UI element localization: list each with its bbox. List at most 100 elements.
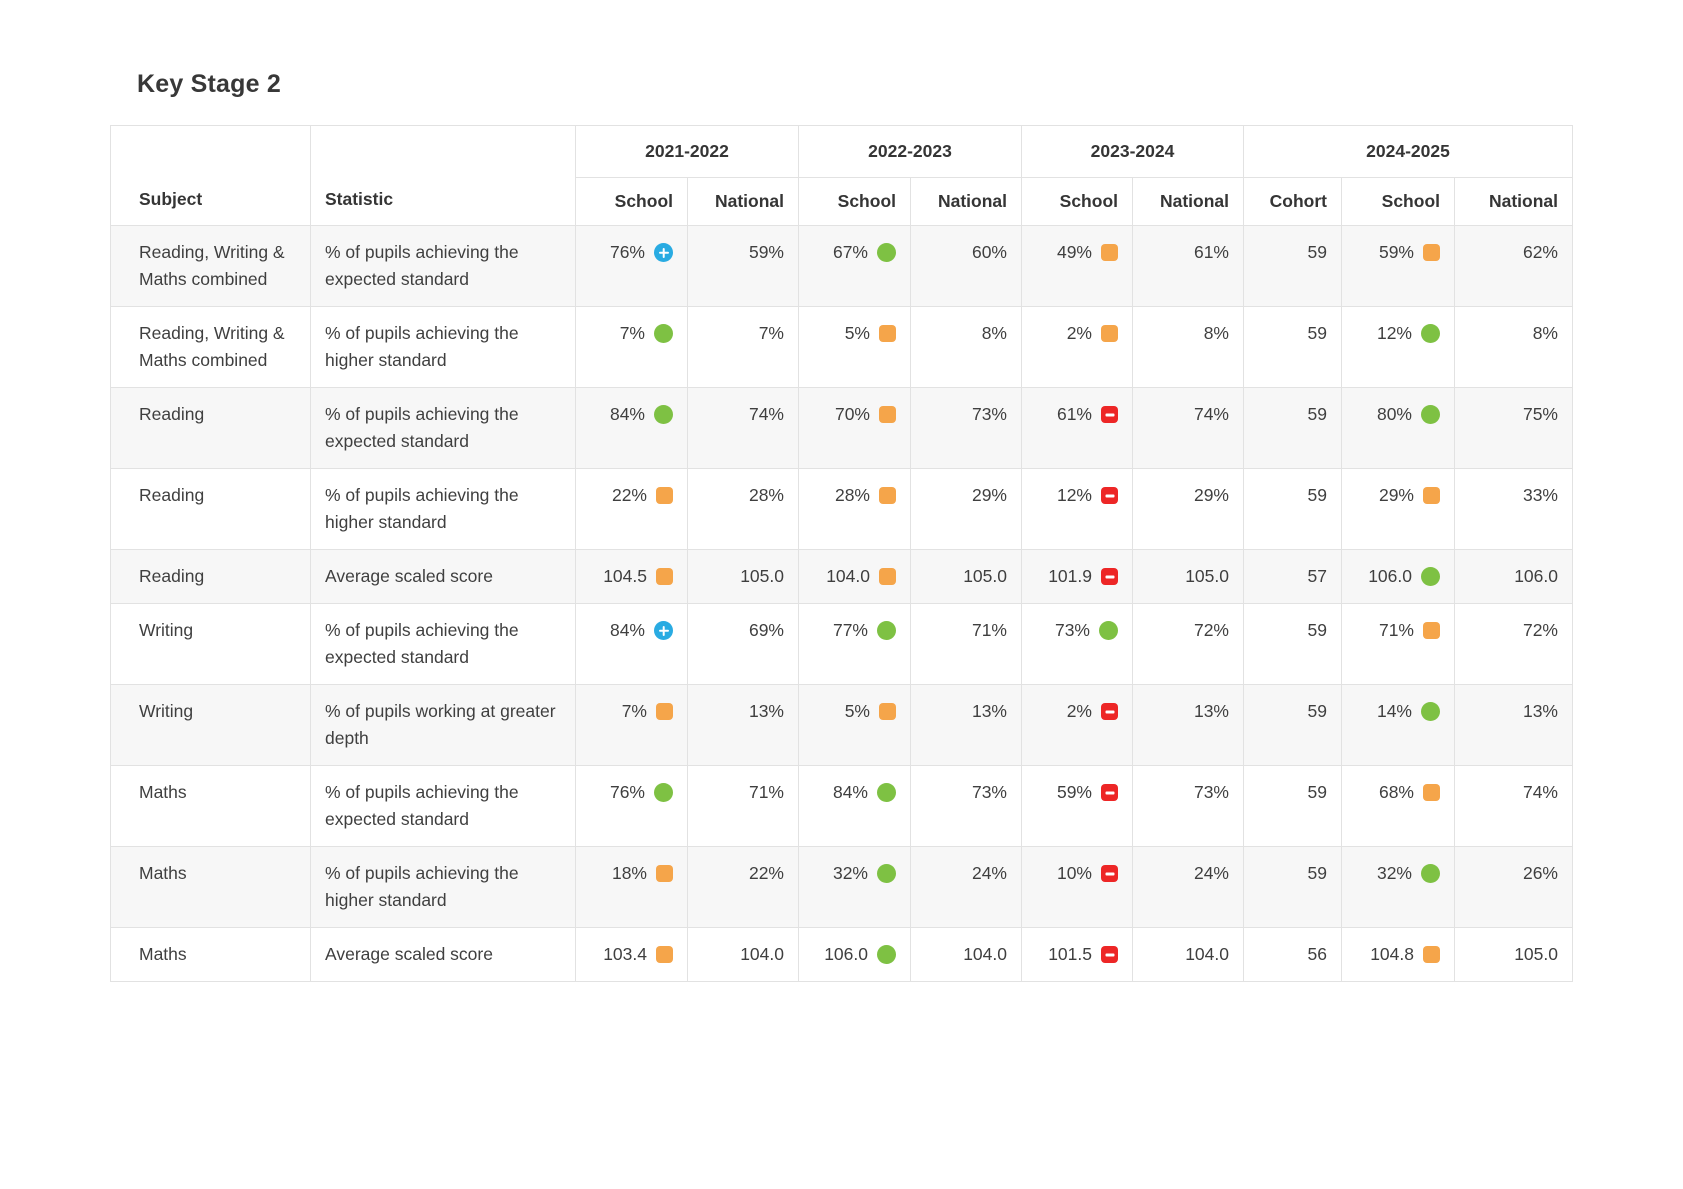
cell-value: 73% (1054, 620, 1090, 640)
cell-value: 104.0 (740, 944, 784, 964)
amber-square-icon (656, 946, 673, 963)
value-cell: 105.0 (1132, 549, 1244, 604)
cell-value: 57 (1307, 566, 1327, 586)
cell-value: 59 (1307, 620, 1327, 640)
amber-square-icon (879, 703, 896, 720)
value-cell: 7% (575, 306, 688, 388)
value-cell: 59 (1243, 846, 1342, 928)
table-row: Reading, Writing & Maths combined% of pu… (110, 306, 1573, 388)
value-cell: 59 (1243, 684, 1342, 766)
green-circle-icon (1421, 567, 1440, 586)
cell-value: 104.0 (826, 566, 870, 586)
value-cell: 32% (1341, 846, 1455, 928)
statistic-cell: % of pupils achieving the expected stand… (310, 765, 576, 847)
value-cell: 61% (1132, 225, 1244, 307)
cell-value: 33% (1522, 485, 1558, 505)
value-cell: 73% (910, 765, 1022, 847)
cell-value: 74% (748, 404, 784, 424)
red-minus-icon (1101, 946, 1118, 963)
cell-value: 71% (748, 782, 784, 802)
value-cell: 84% (575, 387, 688, 469)
cell-value: 24% (1193, 863, 1229, 883)
statistic-cell: % of pupils achieving the higher standar… (310, 468, 576, 550)
table-row: Reading, Writing & Maths combined% of pu… (110, 225, 1573, 307)
amber-square-icon (656, 568, 673, 585)
key-stage-2-results-table: Subject Statistic 2021-2022 2022-2023 2023-2… (110, 125, 1573, 982)
value-cell: 106.0 (1341, 549, 1455, 604)
cell-value: 5% (844, 323, 870, 343)
table-row: Writing% of pupils achieving the expecte… (110, 603, 1573, 685)
value-cell: 29% (910, 468, 1022, 550)
cell-value: 80% (1376, 404, 1412, 424)
table-header: Subject Statistic 2021-2022 2022-2023 2023-2… (110, 125, 1573, 226)
green-circle-icon (654, 405, 673, 424)
cell-value: 13% (1522, 701, 1558, 721)
cell-value: 8% (1203, 323, 1229, 343)
cell-value: 73% (1193, 782, 1229, 802)
value-cell: 73% (910, 387, 1022, 469)
cell-value: 18% (611, 863, 647, 883)
cell-value: 72% (1522, 620, 1558, 640)
cell-value: 76% (609, 782, 645, 802)
amber-square-icon (1423, 946, 1440, 963)
value-cell: 13% (910, 684, 1022, 766)
value-cell: 33% (1454, 468, 1573, 550)
amber-square-icon (656, 487, 673, 504)
value-cell: 103.4 (575, 927, 688, 982)
value-cell: 106.0 (798, 927, 911, 982)
value-cell: 75% (1454, 387, 1573, 469)
cell-value: 61% (1056, 404, 1092, 424)
cell-value: 73% (971, 782, 1007, 802)
cell-value: 12% (1376, 323, 1412, 343)
green-circle-icon (1421, 405, 1440, 424)
value-cell: 104.8 (1341, 927, 1455, 982)
value-cell: 104.5 (575, 549, 688, 604)
cell-value: 106.0 (824, 944, 868, 964)
amber-square-icon (879, 406, 896, 423)
value-cell: 32% (798, 846, 911, 928)
value-cell: 59% (687, 225, 799, 307)
statistic-cell: % of pupils achieving the expected stand… (310, 603, 576, 685)
green-circle-icon (877, 243, 896, 262)
cell-value: 49% (1056, 242, 1092, 262)
value-cell: 71% (687, 765, 799, 847)
cell-value: 59 (1307, 485, 1327, 505)
header-column-row: School National School National School Nation… (111, 177, 1573, 226)
column-header-school: School (575, 177, 688, 226)
cell-value: 22% (611, 485, 647, 505)
value-cell: 104.0 (687, 927, 799, 982)
cell-value: 106.0 (1514, 566, 1558, 586)
table-row: Maths% of pupils achieving the higher st… (110, 846, 1573, 928)
green-circle-icon (877, 621, 896, 640)
cell-value: 69% (748, 620, 784, 640)
blue-plus-icon (654, 243, 673, 262)
amber-square-icon (1423, 622, 1440, 639)
value-cell: 13% (1132, 684, 1244, 766)
value-cell: 104.0 (798, 549, 911, 604)
value-cell: 59 (1243, 468, 1342, 550)
value-cell: 76% (575, 225, 688, 307)
subject-cell: Maths (110, 765, 311, 847)
value-cell: 59 (1243, 225, 1342, 307)
cell-value: 12% (1056, 485, 1092, 505)
cell-value: 5% (844, 701, 870, 721)
column-header-national: National (687, 177, 799, 226)
subject-cell: Writing (110, 603, 311, 685)
cell-value: 104.0 (963, 944, 1007, 964)
cell-value: 76% (609, 242, 645, 262)
value-cell: 105.0 (1454, 927, 1573, 982)
statistic-cell: % of pupils achieving the expected stand… (310, 225, 576, 307)
green-circle-icon (877, 783, 896, 802)
table-row: Maths Average scaled score 103.4 104.0 106.0… (110, 927, 1573, 982)
year-group-header: 2023-2024 (1021, 125, 1244, 178)
amber-square-icon (879, 487, 896, 504)
value-cell: 67% (798, 225, 911, 307)
amber-square-icon (1101, 325, 1118, 342)
cell-value: 2% (1066, 323, 1092, 343)
cell-value: 32% (1376, 863, 1412, 883)
cell-value: 13% (748, 701, 784, 721)
value-cell: 12% (1021, 468, 1133, 550)
cell-value: 60% (971, 242, 1007, 262)
value-cell: 7% (575, 684, 688, 766)
value-cell: 59 (1243, 765, 1342, 847)
